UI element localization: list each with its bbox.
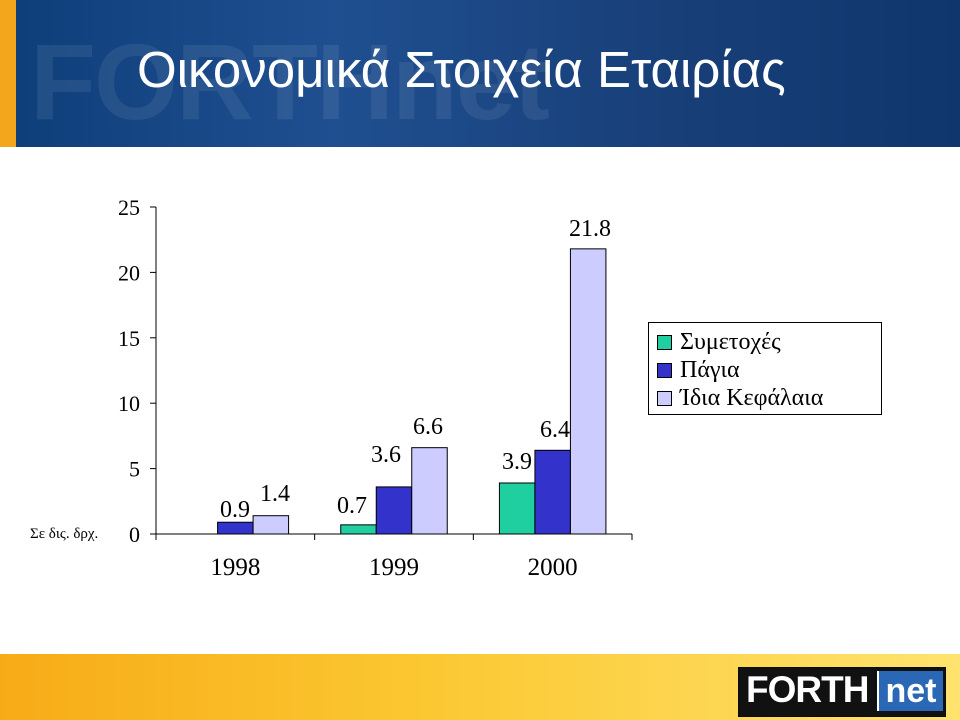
bar xyxy=(375,486,413,535)
x-tick-label: 1999 xyxy=(369,554,419,581)
bar xyxy=(569,248,607,535)
bar-chart: 0 5 10 15 20 25 Σε δις. δρχ. 1998 1999 2000 0.7 3.9… xyxy=(30,195,633,581)
header-accent-strip xyxy=(0,0,16,147)
legend-label-1: Συμετοχές xyxy=(680,329,781,355)
header-banner: FORTHnet Οικονομικά Στοιχεία Εταιρίας xyxy=(0,0,960,147)
legend-label-3: Ίδια Κεφάλαια xyxy=(680,385,824,411)
bar xyxy=(411,447,448,535)
watermark-logo: FORTHnet xyxy=(30,21,550,142)
page-title: Οικονομικά Στοιχεία Εταιρίας xyxy=(137,41,786,98)
y-tick-label: 5 xyxy=(129,457,140,482)
logo-net-text: net xyxy=(877,671,943,711)
logo-forth-text: FORTH xyxy=(746,669,869,710)
forthnet-logo: FORTH net xyxy=(738,667,946,717)
y-tick-label: 25 xyxy=(118,195,140,220)
bar xyxy=(534,449,571,535)
data-label: 21.8 xyxy=(569,216,611,242)
bar xyxy=(498,482,536,535)
data-label: 0.7 xyxy=(337,493,367,519)
x-tick-label: 1998 xyxy=(210,554,260,581)
legend-label-2: Πάγια xyxy=(680,357,740,383)
bar xyxy=(217,521,254,535)
legend-swatch-2 xyxy=(657,363,672,378)
y-tick-label: 15 xyxy=(118,326,140,351)
data-label: 3.6 xyxy=(371,442,401,468)
data-label: 6.6 xyxy=(413,414,443,440)
legend-swatch-3 xyxy=(657,391,672,406)
data-label: 3.9 xyxy=(502,449,532,475)
y-tick-label: 20 xyxy=(118,260,140,285)
chart-legend: Συμετοχές Πάγια Ίδια Κεφάλαια xyxy=(648,322,882,415)
data-label: 1.4 xyxy=(260,481,290,507)
bar xyxy=(340,524,377,535)
y-tick-label: 10 xyxy=(118,391,140,416)
bar xyxy=(252,515,290,535)
x-tick-label: 2000 xyxy=(528,554,578,581)
data-label: 0.9 xyxy=(220,497,250,523)
y-unit-label: Σε δις. δρχ. xyxy=(30,526,98,542)
y-tick-label: 0 xyxy=(129,522,140,547)
data-label: 6.4 xyxy=(540,417,570,443)
legend-swatch-1 xyxy=(657,335,672,350)
